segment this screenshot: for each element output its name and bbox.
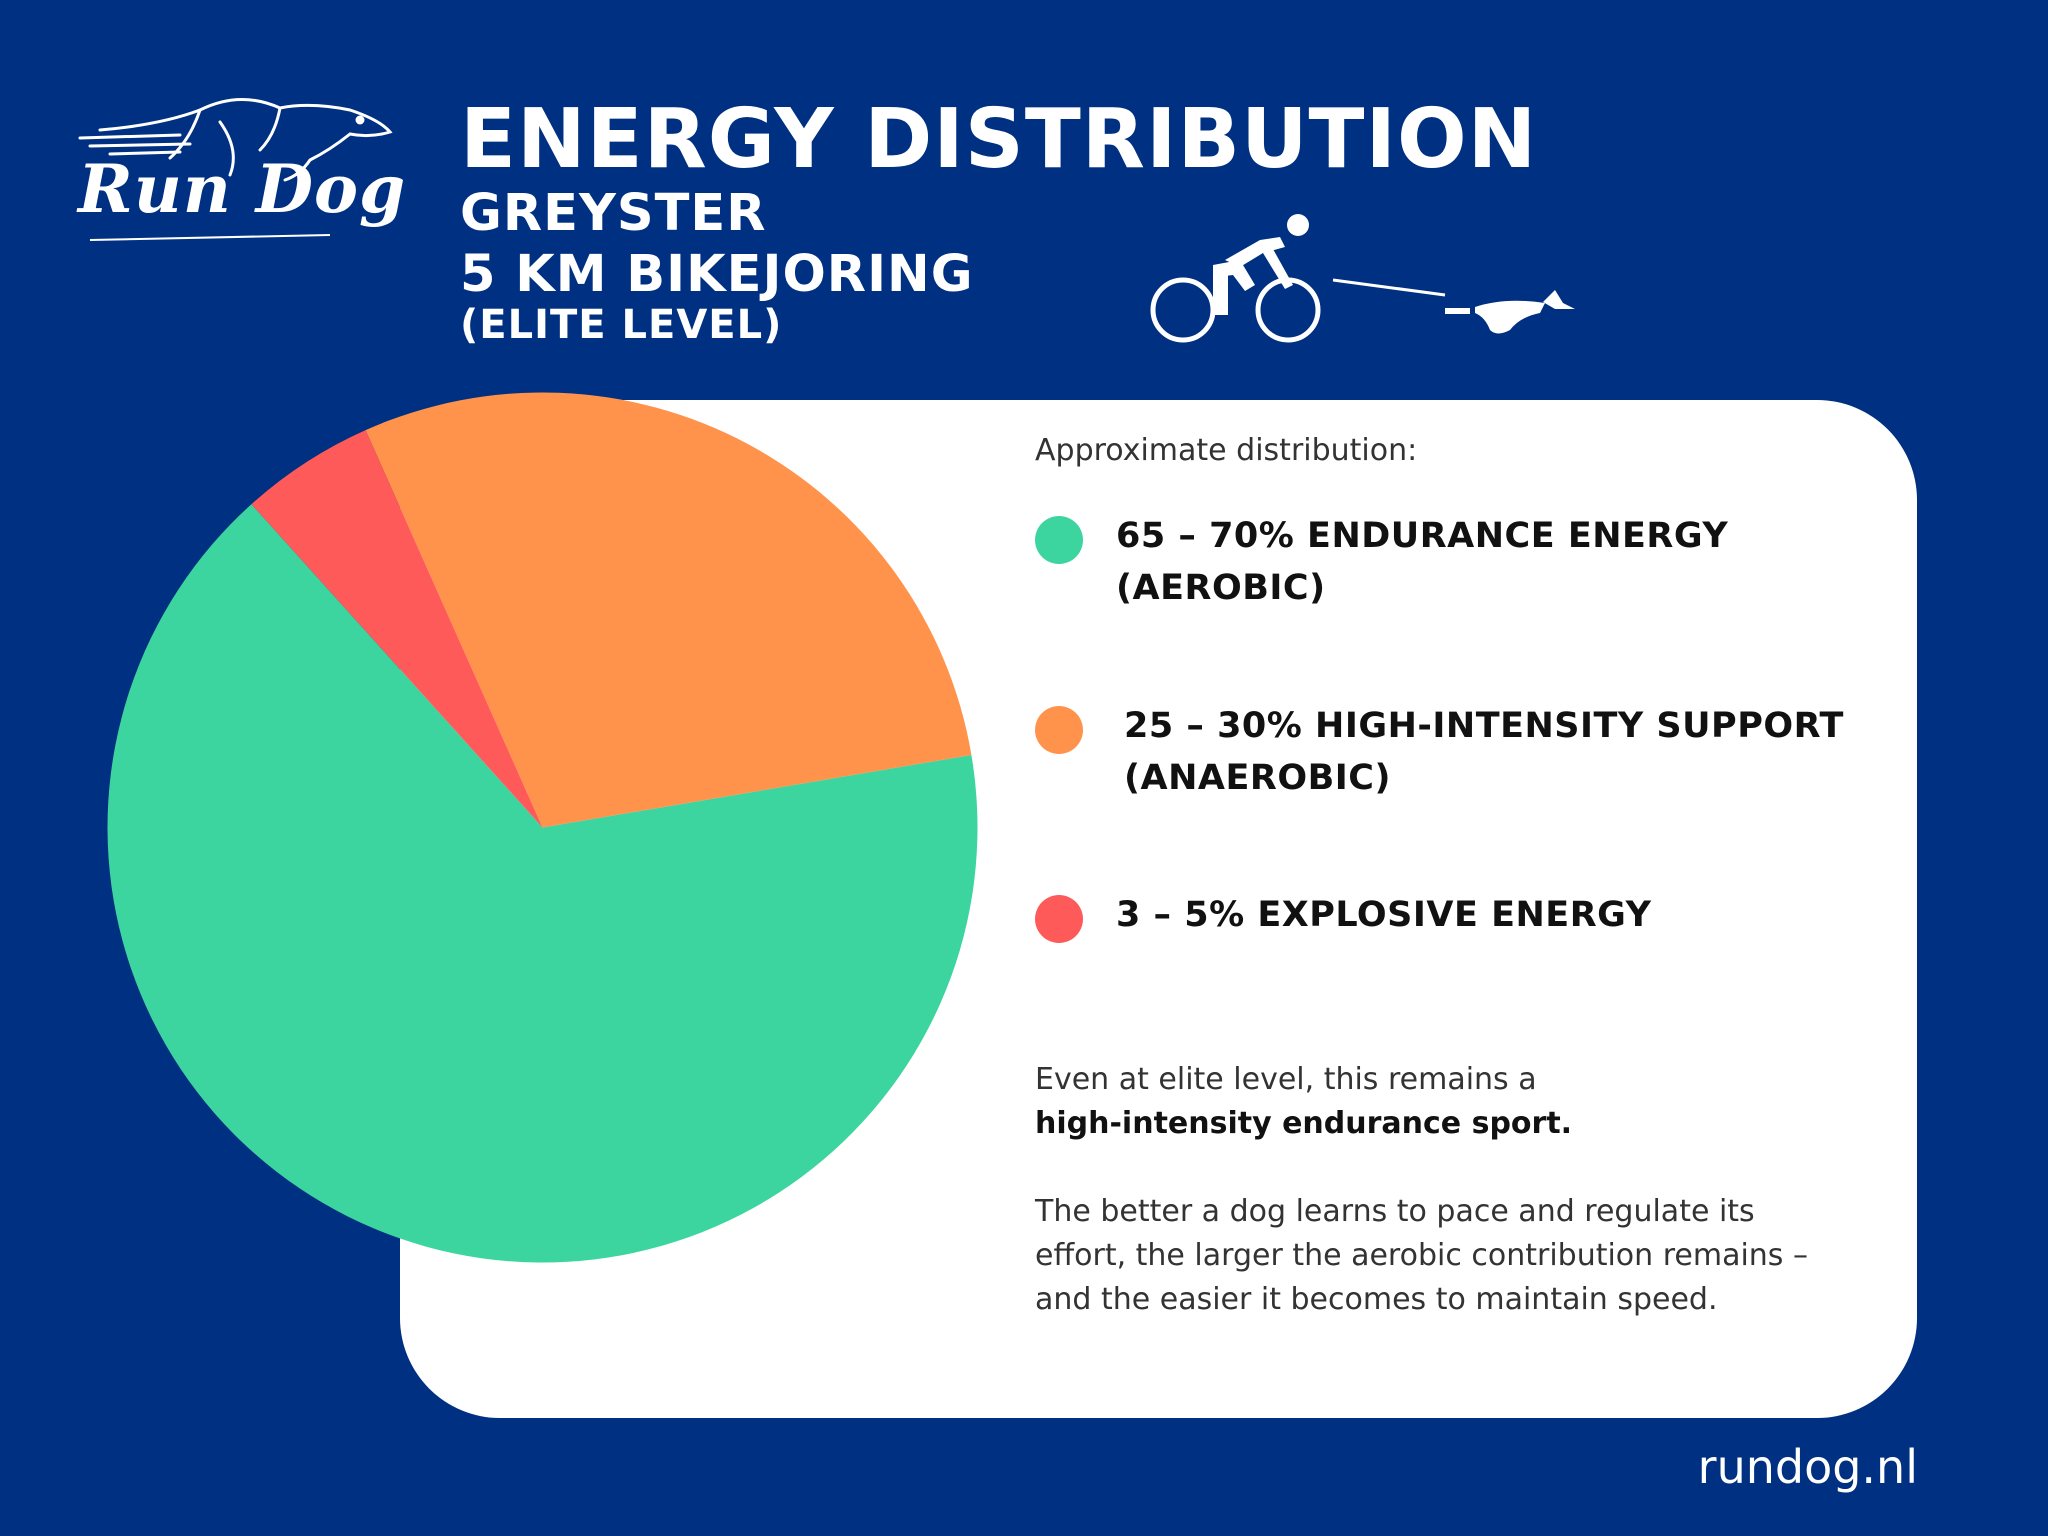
subtitle-breed: GREYSTER bbox=[460, 184, 767, 243]
note-paragraph-1: Even at elite level, this remains a high… bbox=[1035, 1062, 1573, 1141]
legend-label-endurance: 65 – 70% ENDURANCE ENERGY (AEROBIC) bbox=[1116, 516, 1729, 608]
legend-item-endurance: 65 – 70% ENDURANCE ENERGY (AEROBIC) bbox=[1035, 516, 1728, 614]
website-link[interactable]: rundog.nl bbox=[1697, 1440, 1918, 1494]
running-dog-icon bbox=[78, 98, 393, 241]
subtitle-level: (ELITE LEVEL) bbox=[460, 302, 783, 348]
legend-item-explosive: 3 – 5% EXPLOSIVE ENERGY bbox=[1035, 895, 1651, 943]
running-dog-logo: Run Dog bbox=[70, 80, 405, 255]
note-paragraph-2: The better a dog learns to pace and regu… bbox=[1035, 1194, 1808, 1317]
subtitle-discipline: 5 KM BIKEJORING bbox=[460, 245, 974, 304]
energy-pie-chart bbox=[105, 390, 980, 1265]
legend-label-high-intensity: 25 – 30% HIGH-INTENSITY SUPPORT (ANAEROB… bbox=[1124, 706, 1844, 798]
legend-dot-high-intensity bbox=[1035, 706, 1083, 754]
legend-label-explosive: 3 – 5% EXPLOSIVE ENERGY bbox=[1116, 895, 1652, 935]
pie-slice-high-intensity bbox=[365, 392, 972, 828]
legend-intro: Approximate distribution: bbox=[1035, 433, 1418, 468]
legend-dot-explosive bbox=[1035, 895, 1083, 943]
logo-text: Run Dog bbox=[78, 150, 407, 228]
pie-slice-endurance bbox=[107, 504, 978, 1263]
cyclist-with-dog-icon bbox=[1145, 205, 1580, 355]
legend-item-high-intensity: 25 – 30% HIGH-INTENSITY SUPPORT (ANAEROB… bbox=[1035, 706, 1844, 804]
legend-dot-endurance bbox=[1035, 516, 1083, 564]
pie-slice-explosive bbox=[251, 430, 543, 828]
page-title: ENERGY DISTRIBUTION bbox=[460, 92, 1538, 187]
